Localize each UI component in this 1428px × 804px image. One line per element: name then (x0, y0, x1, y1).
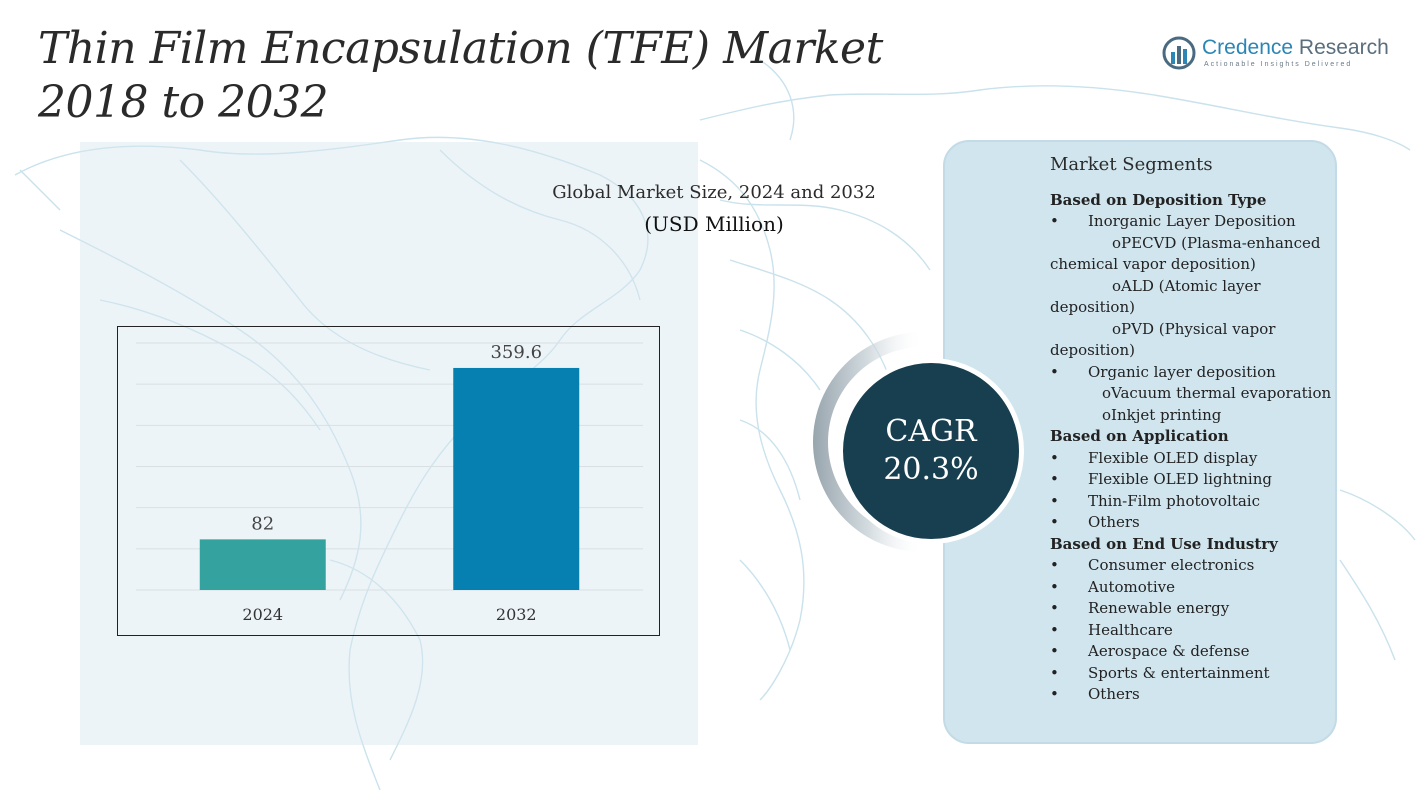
cagr-value: 20.3% (883, 452, 979, 487)
segment-group-title: Based on Deposition Type (1050, 190, 1267, 209)
title-line-1: Thin Film Encapsulation (TFE) Market (38, 23, 883, 74)
bar-2032 (453, 367, 580, 590)
segment-item: Consumer electronics (1050, 555, 1332, 577)
segment-subitem: oVacuum thermal evaporation (1102, 384, 1332, 402)
segment-item: Sports & entertainment (1050, 663, 1332, 685)
bar-chart: 82 2024 359.6 2032 (117, 326, 660, 636)
segment-subitem: oPECVD (Plasma-enhanced chemical vapor d… (1050, 233, 1321, 274)
bar-chart-circle-icon (1162, 36, 1196, 70)
segment-item: Flexible OLED lightning (1050, 469, 1332, 491)
segment-group-title: Based on End Use Industry (1050, 534, 1278, 553)
data-label-2024: 82 (251, 513, 274, 534)
segments-content: Market Segments Based on Deposition Type… (1050, 154, 1332, 706)
bar-2024 (199, 539, 326, 590)
chart-panel (80, 142, 698, 745)
cagr-badge: CAGR 20.3% (838, 358, 1024, 544)
x-tick-label-2032: 2032 (496, 605, 537, 624)
segment-group-title: Based on Application (1050, 427, 1229, 445)
segment-item: Aerospace & defense (1050, 641, 1332, 663)
title-line-2: 2018 to 2032 (38, 77, 329, 128)
chart-title: Global Market Size, 2024 and 2032 (552, 182, 876, 203)
page-title: Thin Film Encapsulation (TFE) Market 201… (38, 22, 883, 130)
bar-chart-canvas: 82 2024 359.6 2032 (136, 342, 643, 624)
segment-item: Others (1050, 512, 1332, 534)
cagr-halo (813, 332, 923, 552)
logo-name-part-1: Credence (1202, 36, 1294, 59)
segment-subitem: oInkjet printing (1102, 405, 1222, 424)
segment-subitem: oALD (Atomic layer deposition) (1050, 276, 1261, 317)
segment-item: Others (1050, 684, 1332, 706)
chart-subtitle: (USD Million) (644, 212, 784, 236)
logo-tagline: Actionable Insights Delivered (1204, 61, 1353, 68)
segment-item: Healthcare (1050, 620, 1332, 642)
segment-item: Renewable energy (1050, 598, 1332, 620)
logo-name-part-2: Research (1293, 36, 1389, 59)
segment-subitem: oPVD (Physical vapor deposition) (1050, 319, 1276, 360)
segment-item: Thin-Film photovoltaic (1050, 491, 1332, 513)
logo-name: Credence Research (1202, 36, 1389, 60)
cagr-label: CAGR (885, 414, 977, 449)
segment-item: Automotive (1050, 577, 1332, 599)
data-label-2032: 359.6 (490, 342, 542, 363)
x-tick-label-2024: 2024 (242, 605, 283, 624)
segment-item: Flexible OLED display (1050, 448, 1332, 470)
segment-item: Organic layer deposition (1050, 362, 1332, 384)
segment-item: Inorganic Layer Deposition (1050, 211, 1332, 233)
brand-logo: Credence Research Actionable Insights De… (1162, 34, 1394, 74)
segments-heading: Market Segments (1050, 154, 1213, 175)
